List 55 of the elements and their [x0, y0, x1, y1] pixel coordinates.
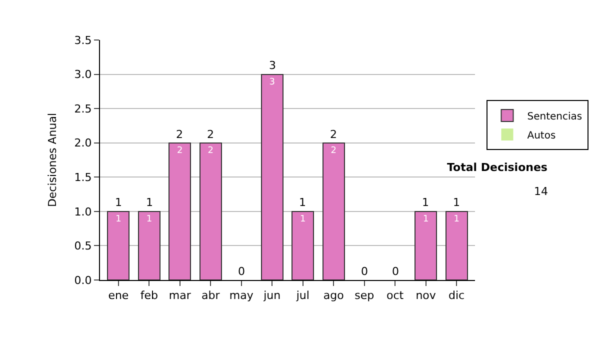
data-label: 3 — [269, 77, 275, 88]
total-label: 1 — [453, 196, 460, 209]
data-label: 2 — [177, 146, 183, 156]
y-tick-label: 2.0 — [74, 136, 92, 150]
total-label: 1 — [146, 196, 153, 209]
data-label: 1 — [146, 214, 152, 224]
y-tick-label: 1.0 — [74, 205, 92, 218]
x-tick-label: may — [229, 289, 254, 302]
x-tick-label: ene — [108, 289, 129, 302]
bar — [292, 210, 314, 280]
data-label: 1 — [300, 214, 306, 224]
data-label: 2 — [208, 146, 214, 156]
y-tick-label: 0.0 — [74, 274, 92, 287]
legend-label: Autos — [527, 130, 556, 142]
data-label: 1 — [454, 214, 460, 224]
x-tick-label: jun — [262, 289, 281, 302]
text: 14 — [534, 185, 548, 198]
x-tick-label: mar — [168, 289, 192, 302]
total-label: 2 — [207, 128, 214, 141]
bar — [445, 210, 468, 280]
x-tick-label: feb — [140, 289, 158, 302]
bar — [322, 142, 345, 280]
x-tick-label: sep — [354, 289, 374, 302]
y-axis-title: Decisiones Anual — [46, 112, 59, 208]
x-tick-label: abr — [202, 289, 220, 302]
x-tick-label: nov — [416, 289, 436, 302]
total-label: 1 — [115, 196, 122, 209]
bar — [199, 142, 222, 280]
bar — [414, 210, 438, 280]
total-label: 0 — [238, 265, 245, 278]
data-label: 1 — [422, 214, 429, 224]
y-tick-label: 2.5 — [74, 102, 92, 116]
y-tick-label: 1.5 — [74, 170, 92, 184]
total-label: 0 — [361, 265, 368, 278]
legend-label: Sentencias — [527, 111, 582, 122]
y-tick-label: 3.5 — [74, 34, 92, 47]
y-tick-label: 3.0 — [74, 68, 92, 82]
total-label: 2 — [330, 128, 337, 141]
data-label: 1 — [116, 214, 122, 224]
bar — [168, 142, 192, 280]
bar — [138, 210, 160, 280]
y-tick-label: 0.5 — [74, 240, 92, 253]
bar — [260, 74, 284, 280]
data-label: 2 — [330, 146, 336, 156]
annotation: Total Decisiones — [447, 161, 548, 174]
x-tick-label: jul — [295, 289, 310, 302]
total-label: 1 — [299, 196, 306, 209]
total-label: 2 — [176, 128, 183, 141]
x-tick-label: oct — [386, 289, 404, 302]
total-label: 0 — [392, 265, 399, 278]
total-label: 1 — [422, 196, 429, 209]
total-label: 3 — [269, 59, 276, 72]
bar — [107, 210, 130, 280]
x-tick-label: ago — [323, 289, 344, 302]
x-tick-label: dic — [448, 289, 465, 302]
